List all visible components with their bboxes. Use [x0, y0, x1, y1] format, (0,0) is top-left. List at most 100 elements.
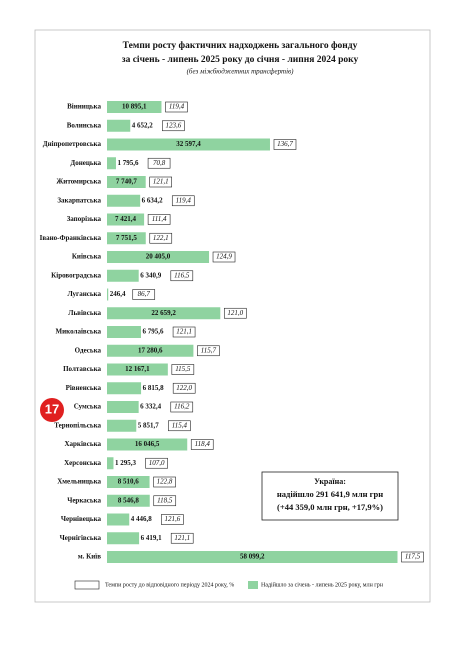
rate-box [170, 401, 194, 413]
chart-title: Темпи росту фактичних надходжень загальн… [123, 40, 358, 51]
bar [107, 194, 141, 207]
category-label: Чернівецька [61, 515, 102, 523]
rate-label: 119,4 [169, 103, 185, 111]
bar [107, 119, 131, 132]
rate-box [161, 514, 184, 525]
rate-label: 70,8 [153, 159, 166, 167]
bar [107, 532, 140, 545]
bar [107, 326, 141, 338]
rate-label: 122,1 [153, 234, 169, 242]
category-label: Тернопільська [54, 421, 101, 429]
bar [107, 419, 137, 432]
category-label: Закарпатська [57, 196, 101, 204]
rate-box [223, 307, 247, 319]
category-label: Миколаївська [56, 328, 102, 336]
value-label: 22 659,2 [151, 309, 176, 317]
value-label: 6 795,6 [142, 328, 164, 336]
value-label: 17 280,6 [138, 346, 163, 354]
value-label: 5 851,7 [138, 421, 160, 429]
rate-label: 122,0 [176, 384, 192, 392]
value-label: 6 419,1 [141, 534, 163, 542]
bar [107, 438, 188, 451]
rate-label: 119,4 [176, 196, 192, 204]
legend-label: Надійшло за січень - липень 2025 року, м… [261, 581, 384, 588]
legend-label: Темпи росту до відповідного періоду 2024… [105, 582, 234, 588]
category-label: Івано-Франківська [40, 234, 102, 242]
category-label: Донецька [70, 159, 101, 167]
bar [107, 269, 139, 282]
value-label: 6 332,4 [140, 403, 162, 411]
value-label: 4 652,2 [132, 121, 154, 129]
bar [107, 213, 145, 226]
bar [107, 401, 139, 413]
category-label: Чернігівська [60, 534, 102, 542]
rate-box [401, 551, 424, 563]
rate-box [145, 457, 168, 469]
rate-label: 136,7 [277, 140, 293, 148]
rate-box [212, 251, 236, 263]
rate-box [172, 382, 196, 394]
bar [107, 232, 146, 245]
category-label: Одеська [75, 346, 102, 354]
category-label: Вінницька [67, 103, 101, 111]
rate-box [147, 214, 171, 225]
category-label: Волинська [67, 121, 102, 129]
rate-box [197, 345, 220, 357]
rate-label: 115,7 [201, 346, 217, 354]
category-label: Луганська [68, 290, 102, 298]
bar [107, 363, 168, 376]
category-label: Житомирська [56, 178, 101, 186]
rate-box [149, 232, 173, 244]
value-label: 246,4 [110, 290, 126, 298]
bar [107, 382, 142, 395]
rate-label: 86,7 [138, 290, 151, 298]
bar [107, 288, 109, 301]
bar [107, 457, 114, 470]
category-label: Полтавська [63, 365, 101, 373]
rate-label: 117,5 [405, 553, 421, 561]
rate-label: 124,9 [216, 253, 232, 261]
bar [107, 251, 210, 263]
rate-label: 121,1 [174, 534, 190, 542]
value-label: 16 046,5 [135, 440, 160, 448]
category-label: Дніпропетровська [43, 140, 102, 148]
rate-box [170, 532, 194, 544]
category-label: Харківська [64, 440, 101, 448]
rate-box [190, 439, 214, 450]
category-label: м. Київ [78, 553, 101, 561]
rate-label: 111,4 [152, 215, 167, 223]
rate-label: 115,4 [172, 421, 188, 429]
bar [107, 513, 130, 526]
summary-text: Україна: [314, 477, 346, 486]
rate-box [132, 289, 156, 300]
value-label: 8 546,8 [118, 496, 140, 504]
value-label: 6 634,2 [142, 196, 164, 204]
value-label: 7 740,7 [116, 178, 138, 186]
summary-box [261, 471, 399, 521]
rate-label: 118,4 [195, 440, 211, 448]
value-label: 7 421,4 [115, 215, 137, 223]
value-label: 1 795,6 [117, 159, 139, 167]
category-label: Рівненська [66, 384, 102, 392]
rate-box [171, 195, 195, 207]
rate-box [149, 176, 173, 188]
legend-swatch [248, 581, 258, 589]
frame [34, 29, 431, 603]
summary-text: надійшло 291 641,9 млн грн [277, 489, 383, 499]
rate-label: 115,5 [175, 365, 191, 373]
badge [40, 398, 64, 422]
rate-label: 122,8 [157, 478, 173, 486]
rate-box [162, 120, 185, 132]
rate-label: 107,0 [149, 459, 165, 467]
bar [107, 138, 270, 151]
rate-label: 121,6 [164, 515, 180, 523]
rate-box [170, 270, 194, 282]
value-label: 58 099,2 [240, 553, 265, 561]
value-label: 6 340,9 [140, 271, 162, 279]
rate-label: 121,0 [227, 309, 243, 317]
rate-box [147, 157, 171, 169]
rate-box [171, 364, 195, 375]
category-label: Сумська [74, 403, 102, 411]
value-label: 32 597,4 [176, 140, 201, 148]
category-label: Київська [72, 253, 102, 261]
